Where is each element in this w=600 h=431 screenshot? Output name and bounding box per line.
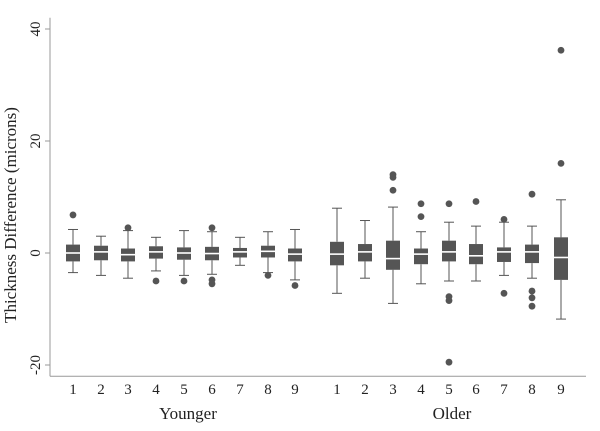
- x-tick-label: 3: [389, 382, 397, 398]
- box-plot-item: [525, 190, 539, 310]
- iqr-box: [497, 247, 511, 262]
- x-tick-label: 2: [97, 382, 105, 398]
- iqr-box: [288, 248, 302, 262]
- iqr-box: [554, 237, 568, 280]
- x-tick-label: 7: [500, 382, 508, 398]
- box-plot-item: [442, 200, 456, 366]
- outlier-point: [528, 190, 536, 198]
- outlier-point: [291, 282, 299, 289]
- x-tick-label: 6: [208, 382, 216, 398]
- iqr-box: [525, 244, 539, 264]
- x-tick-label: 7: [236, 382, 244, 398]
- outlier-point: [528, 302, 536, 310]
- box-plot-item: [149, 236, 163, 285]
- box-plot-item: [205, 224, 219, 288]
- outlier-point: [500, 216, 508, 223]
- x-tick-label: 6: [472, 382, 480, 398]
- box-plot-item: [233, 236, 247, 266]
- outlier-point: [208, 280, 216, 288]
- box-plot-item: [288, 228, 302, 289]
- outlier-point: [557, 160, 565, 167]
- box-plot-item: [121, 224, 135, 279]
- box-plot-item: [358, 220, 372, 279]
- x-tick-label: 2: [361, 382, 369, 398]
- box-plot-item: [94, 235, 108, 276]
- plot-frame: [49, 17, 586, 377]
- y-axis: -20 0 20 40: [28, 22, 50, 375]
- x-tick-label: 8: [264, 382, 272, 398]
- outlier-point: [389, 174, 397, 181]
- outlier-point: [472, 198, 480, 205]
- outlier-point: [445, 200, 453, 208]
- x-tick-label: 8: [528, 382, 536, 398]
- box-plot-item: [414, 200, 428, 285]
- x-tick-label: 4: [152, 382, 160, 398]
- outlier-point: [208, 224, 216, 232]
- outlier-point: [69, 211, 77, 219]
- outlier-point: [528, 294, 536, 302]
- box-plot-item: [177, 230, 191, 285]
- outlier-point: [417, 213, 425, 221]
- outlier-point: [445, 358, 453, 366]
- outlier-point: [528, 287, 536, 295]
- y-tick-label: 20: [28, 134, 44, 149]
- y-tick-label: 40: [28, 22, 44, 37]
- box-plot-item: [330, 207, 344, 294]
- group-label: Younger: [159, 404, 217, 423]
- iqr-box: [386, 240, 400, 270]
- outlier-point: [264, 272, 272, 279]
- outlier-point: [445, 297, 453, 304]
- box-plot-item: [497, 216, 511, 297]
- x-tick-label: 3: [124, 382, 132, 398]
- x-tick-label: 5: [445, 382, 453, 398]
- y-tick-label: -20: [28, 355, 44, 375]
- y-tick-label: 0: [28, 249, 44, 257]
- box-plot-item: [554, 46, 568, 320]
- outlier-point: [417, 200, 425, 208]
- x-tick-label: 1: [69, 382, 77, 398]
- iqr-box: [469, 244, 483, 265]
- x-tick-label: 1: [333, 382, 341, 398]
- outlier-point: [389, 186, 397, 194]
- outlier-point: [152, 277, 160, 285]
- x-tick-label: 5: [180, 382, 188, 398]
- box-plot-item: [66, 211, 80, 274]
- outlier-point: [180, 277, 188, 285]
- outlier-point: [557, 46, 565, 54]
- group-label: Older: [433, 404, 472, 423]
- x-tick-label: 9: [291, 382, 299, 398]
- box-plot-item: [469, 198, 483, 282]
- iqr-box: [442, 240, 456, 262]
- y-axis-title: Thickness Difference (microns): [1, 107, 20, 323]
- outlier-point: [124, 224, 132, 232]
- x-tick-label: 9: [557, 382, 565, 398]
- outlier-point: [500, 289, 508, 297]
- x-tick-label: 4: [417, 382, 425, 398]
- iqr-box: [358, 244, 372, 262]
- iqr-box: [414, 248, 428, 265]
- box-series: [66, 46, 568, 366]
- iqr-box: [233, 247, 247, 258]
- box-plot-item: [386, 171, 400, 304]
- x-axis: 1 2 3 4 5 6 7 8 9 Younger 1 2 3 4 5 6 7 8 9 Older: [69, 382, 565, 423]
- box-plot-item: [261, 231, 275, 279]
- iqr-box: [94, 245, 108, 261]
